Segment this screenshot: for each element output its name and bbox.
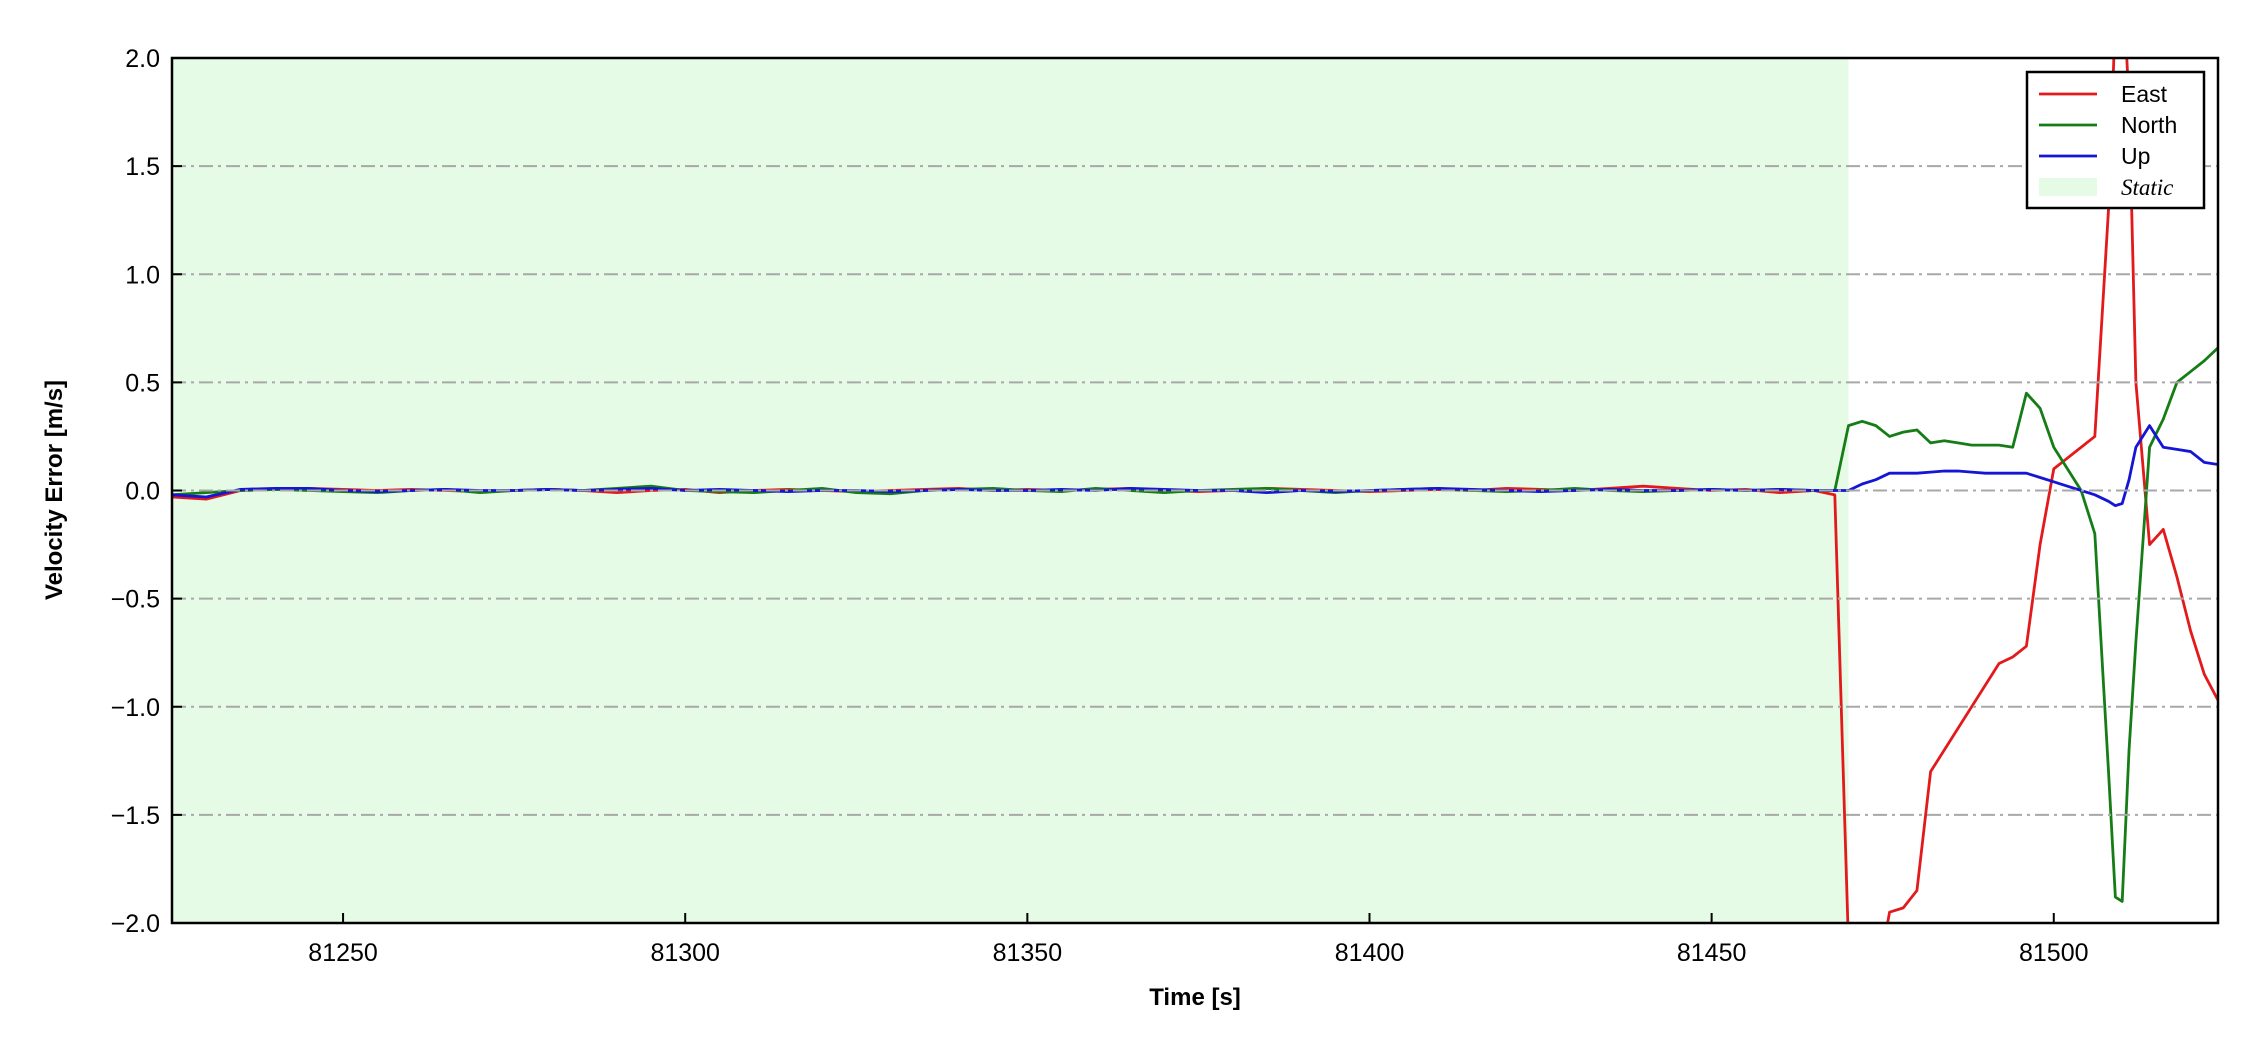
legend-label: North [2121,112,2177,138]
legend-label: Up [2121,143,2150,169]
legend: East North Up Static [2025,70,2206,210]
series-line [172,58,2218,923]
y-tick-label: −0.5 [111,586,160,614]
x-tick-label: 81400 [1335,939,1405,967]
y-tick-label: −1.0 [111,694,160,722]
y-tick-label: 1.5 [125,153,160,181]
y-tick-label: 0.0 [125,478,160,506]
x-axis-label: Time [s] [1149,984,1241,1011]
legend-label: Static [2121,175,2173,200]
y-tick-label: −1.5 [111,802,160,830]
plot-frame [170,56,2220,925]
x-tick-label: 81500 [2019,939,2089,967]
x-tick-label: 81250 [308,939,378,967]
x-tick-label: 81450 [1677,939,1747,967]
y-tick-label: 0.5 [125,369,160,397]
y-axis-label: Velocity Error [m/s] [41,380,68,600]
x-tick-label: 81300 [650,939,720,967]
legend-swatch [2039,178,2097,196]
y-tick-label: −2.0 [111,910,160,938]
y-tick-label: 1.0 [125,261,160,289]
plot-area [172,58,2218,923]
x-tick-label: 81350 [993,939,1063,967]
legend-label: East [2121,81,2168,107]
y-tick-label: 2.0 [125,45,160,73]
